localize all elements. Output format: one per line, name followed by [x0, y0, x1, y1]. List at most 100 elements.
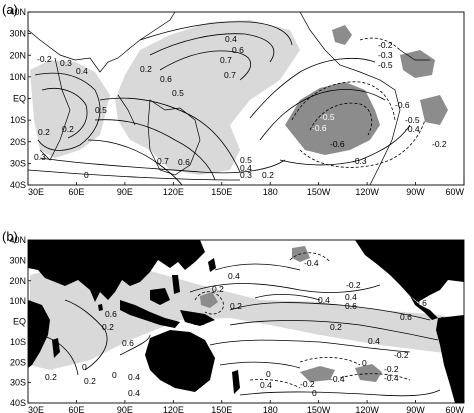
positive-region-b-tropics [30, 262, 462, 370]
lat-tick-label: 20N [9, 50, 26, 60]
lon-tick-label: 60E [68, 405, 84, 413]
lon-tick-label: 60W [445, 187, 464, 197]
asia-landmass [28, 240, 205, 302]
lat-tick-label: 20N [9, 276, 26, 286]
contour-label: 0.4 [228, 271, 240, 281]
negative-region-east-pacific [285, 82, 380, 155]
contour-label: 0.4 [240, 163, 252, 173]
contour-label: 0.6 [160, 74, 172, 84]
contour-label: 0 [266, 369, 271, 379]
lon-tick-label: 90W [406, 187, 425, 197]
contour-label: 0.2 [140, 64, 152, 74]
contour-label: 0.4 [225, 34, 237, 44]
sri-lanka-landmass [98, 304, 103, 311]
lon-tick-label: 30E [28, 187, 44, 197]
contour-label: 0.4 [76, 66, 88, 76]
contour-label: -0.2 [384, 364, 399, 374]
lon-tick-label: 150E [211, 405, 232, 413]
contour-label: -0.6 [330, 139, 345, 149]
contour-label: -0.6 [395, 100, 410, 110]
contour-label: 0.6 [122, 338, 134, 348]
contour-label: 0.6 [400, 312, 412, 322]
contour-label: 0.2 [62, 124, 74, 134]
contour-label: 0.4 [260, 380, 272, 390]
lon-tick-label: 120W [355, 187, 379, 197]
new-zealand-landmass [232, 370, 240, 394]
contour-label: 0 [84, 170, 89, 180]
panel-b-label: (b) [2, 229, 18, 244]
land-masses [28, 240, 464, 403]
contour-label: 0.5 [95, 105, 107, 115]
lon-tick-label: 90E [117, 405, 133, 413]
lat-tick-label: 20S [10, 137, 26, 147]
contour-label: -0.6 [312, 123, 327, 133]
lon-tick-label: 120E [163, 405, 184, 413]
contour-label: -0.3 [378, 50, 393, 60]
borneo-landmass [150, 288, 170, 305]
contour-label: 0.2 [262, 170, 274, 180]
contour-label: 0.2 [45, 372, 57, 382]
africa-landmass [28, 300, 50, 368]
negative-contours-a [291, 37, 426, 168]
lat-tick-label: 10N [9, 72, 26, 82]
contour-label: 0.2 [212, 284, 224, 294]
contour-label: -0.4 [304, 258, 319, 268]
contour-label: 0 [312, 388, 317, 398]
contour-label: 0.2 [38, 127, 50, 137]
lat-tick-label: 40N [9, 235, 26, 245]
contour-label: 0.2 [330, 322, 342, 332]
contour-label: -0.4 [405, 124, 420, 134]
lon-tick-label: 30E [28, 405, 44, 413]
panel-b: (b) [2, 229, 464, 413]
panel-a-label: (a) [2, 2, 18, 17]
contour-label: 0.3 [60, 58, 72, 68]
contour-label: -0.4 [384, 373, 399, 383]
contour-label: 0.4 [128, 372, 140, 382]
contour-label: -0.2 [432, 139, 447, 149]
contour-label: 0.6 [440, 315, 452, 325]
contours-a [28, 21, 411, 185]
contour-label: 0.4 [318, 295, 330, 305]
contours-b [39, 263, 441, 397]
lon-tick-label: 150E [211, 187, 232, 197]
contour-label: 0.6 [178, 157, 190, 167]
lat-tick-label: 30N [9, 29, 26, 39]
contour-label: 0.6 [345, 301, 357, 311]
lon-tick-label: 120W [355, 405, 379, 413]
lat-tick-label: 10N [9, 296, 26, 306]
contour-labels-a: 0.4 0.6 0.7 -0.2 0.3 0.4 0.2 0.5 0.2 0.3… [34, 34, 447, 180]
contour-label: 0.4 [368, 336, 380, 346]
contour-label: 0.3 [34, 152, 46, 162]
contour-label: 0.2 [230, 301, 242, 311]
lon-tick-label: 120E [163, 187, 184, 197]
lat-tick-label: 30N [9, 255, 26, 265]
contour-label: 0.6 [232, 45, 244, 55]
contour-label: 0.6 [105, 309, 117, 319]
contour-label: 0.4 [345, 292, 357, 302]
positive-region-west-pacific [115, 20, 300, 175]
contour-label: -0.2 [378, 40, 393, 50]
panel-a: (a) [2, 2, 464, 197]
contour-label: 0.7 [220, 55, 232, 65]
lon-tick-label: 60E [68, 187, 84, 197]
north-america-landmass [355, 240, 464, 302]
contour-label: 0.5 [172, 88, 184, 98]
contour-label: -0.2 [394, 350, 409, 360]
negative-region-south-atlantic [420, 95, 448, 125]
negative-contours-b [194, 252, 446, 389]
lon-tick-label: 60W [445, 405, 464, 413]
south-america-landmass [436, 315, 464, 403]
lat-tick-label: 30S [10, 378, 26, 388]
central-america-landmass [410, 296, 438, 320]
lon-tick-label: 180 [263, 405, 278, 413]
new-guinea-landmass [180, 310, 215, 326]
lat-tick-label: 10S [10, 115, 26, 125]
negative-region-b-se-pacific [355, 364, 382, 382]
contour-label: 0 [82, 362, 87, 372]
contour-label: 0.7 [224, 70, 236, 80]
australia-landmass [145, 330, 215, 392]
contour-label: 0.2 [102, 322, 114, 332]
positive-region-indian-ocean [30, 60, 110, 158]
contour-label: 0.4 [128, 388, 140, 398]
